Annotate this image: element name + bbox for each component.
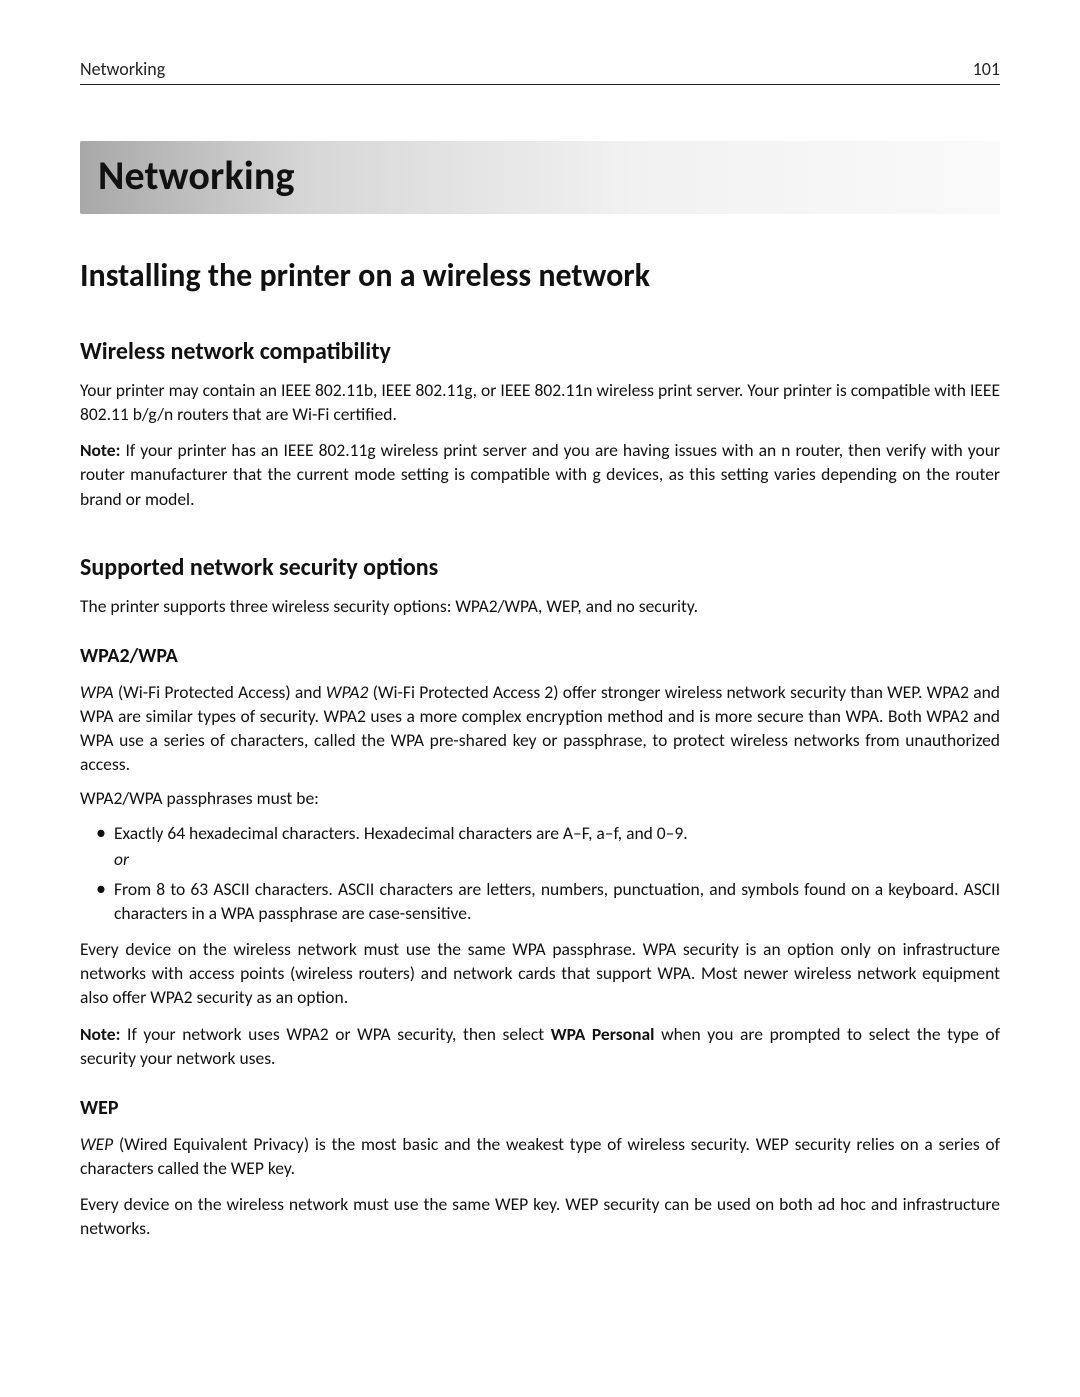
running-header: Networking 101	[80, 58, 1000, 85]
wpa-paragraph-1: WPA (Wi-Fi Protected Access) and WPA2 (W…	[80, 680, 1000, 777]
header-left: Networking	[80, 58, 165, 80]
topic-heading-wep: WEP	[80, 1096, 1000, 1120]
chapter-title: Networking	[98, 151, 982, 200]
wpa-seg1: (Wi-Fi Protected Access) and	[114, 681, 326, 703]
note-label: Note:	[80, 1023, 120, 1045]
wpa-note: Note: If your network uses WPA2 or WPA s…	[80, 1022, 1000, 1070]
subsection-heading-security: Supported network security options	[80, 553, 1000, 582]
wpa2-term: WPA2	[326, 681, 369, 703]
wpa-paragraph-2: Every device on the wireless network mus…	[80, 937, 1000, 1009]
note-bold: WPA Personal	[551, 1023, 655, 1045]
or-separator: or	[114, 847, 1000, 871]
wep-paragraph-2: Every device on the wireless network mus…	[80, 1192, 1000, 1240]
wep-rest: (Wired Equivalent Privacy) is the most b…	[80, 1133, 1000, 1179]
subsection-heading-compat: Wireless network compatibility	[80, 337, 1000, 366]
bullet-text: From 8 to 63 ASCII characters. ASCII cha…	[114, 878, 1000, 924]
wep-paragraph-1: WEP (Wired Equivalent Privacy) is the mo…	[80, 1132, 1000, 1180]
section-heading: Installing the printer on a wireless net…	[80, 256, 1000, 295]
wpa-passphrase-list: Exactly 64 hexadecimal characters. Hexad…	[80, 821, 1000, 926]
note-label: Note:	[80, 439, 120, 461]
wpa-term: WPA	[80, 681, 114, 703]
note-text: If your printer has an IEEE 802.11g wire…	[80, 439, 1000, 509]
document-page: Networking 101 Networking Installing the…	[0, 0, 1080, 1397]
compat-note: Note: If your printer has an IEEE 802.11…	[80, 438, 1000, 510]
wpa-passphrase-intro: WPA2/WPA passphrases must be:	[80, 786, 1000, 810]
topic-heading-wpa: WPA2/WPA	[80, 644, 1000, 668]
compat-paragraph-1: Your printer may contain an IEEE 802.11b…	[80, 378, 1000, 426]
note-seg1: If your network uses WPA2 or WPA securit…	[120, 1023, 550, 1045]
security-intro: The printer supports three wireless secu…	[80, 594, 1000, 618]
bullet-text: Exactly 64 hexadecimal characters. Hexad…	[114, 822, 688, 844]
header-page-number: 101	[973, 58, 1000, 80]
chapter-title-box: Networking	[80, 141, 1000, 214]
list-item: Exactly 64 hexadecimal characters. Hexad…	[114, 821, 1000, 871]
wep-term: WEP	[80, 1133, 113, 1155]
list-item: From 8 to 63 ASCII characters. ASCII cha…	[114, 877, 1000, 925]
